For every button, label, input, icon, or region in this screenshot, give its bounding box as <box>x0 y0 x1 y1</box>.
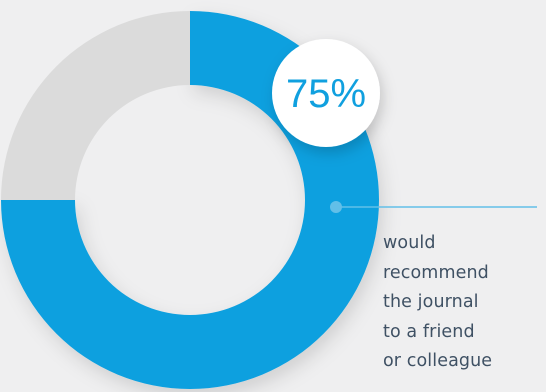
caption-line: the journal <box>383 292 479 312</box>
caption-line: recommend <box>383 262 489 283</box>
caption-line: or colleague <box>383 351 493 371</box>
value-badge-circle <box>272 39 380 147</box>
caption: would recommend the journal to a friend … <box>383 229 546 377</box>
value-label: 75% <box>286 72 366 116</box>
leader-dot <box>330 201 342 213</box>
value-badge: 75% <box>272 39 380 147</box>
donut-slice-remainder <box>1 11 190 200</box>
caption-line: would <box>383 233 436 253</box>
caption-line: to a friend <box>383 321 475 342</box>
